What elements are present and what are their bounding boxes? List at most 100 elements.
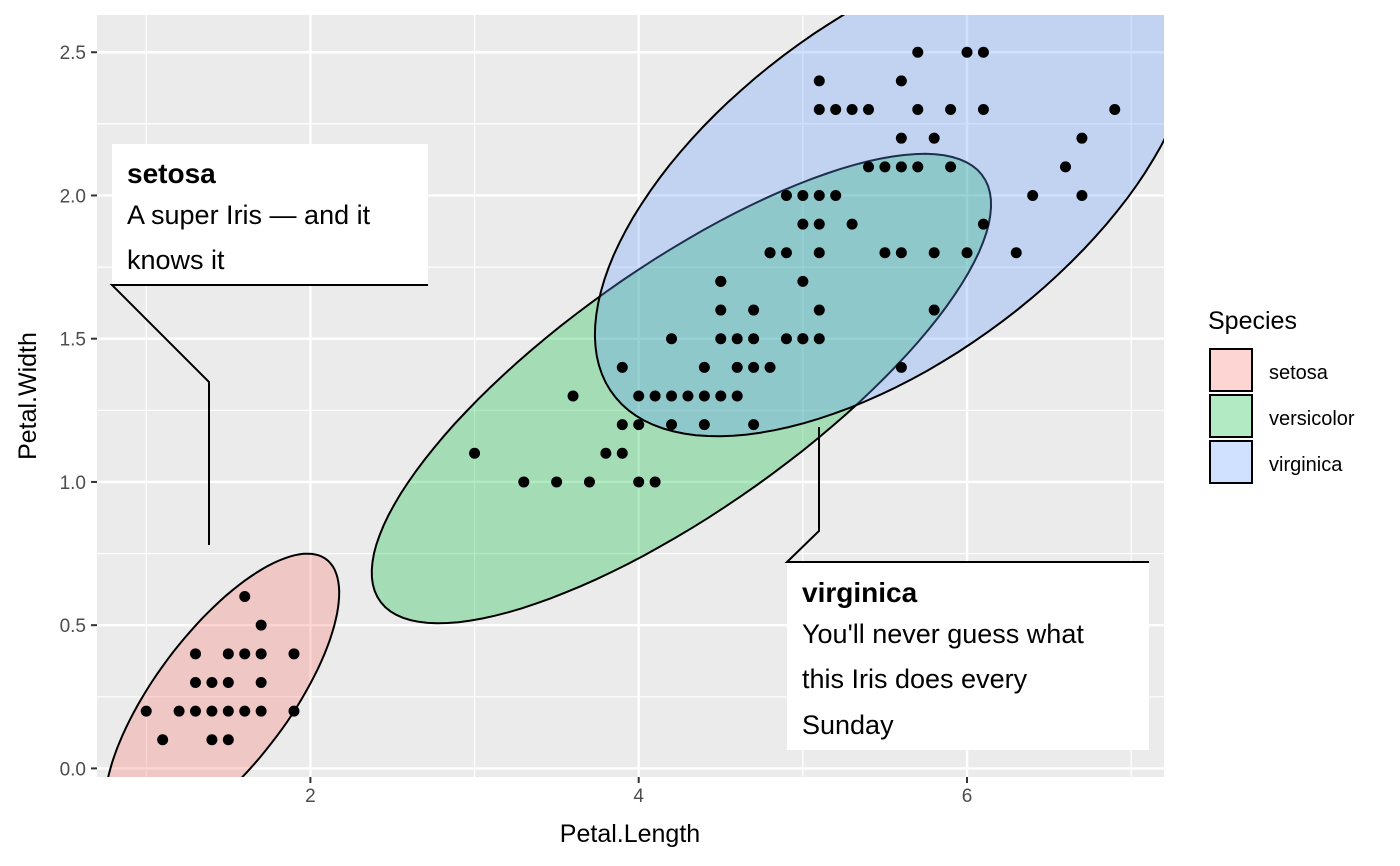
annotation-virginica-line-3: Sunday: [802, 710, 894, 740]
point-versicolor-25: [731, 390, 743, 402]
point-setosa-13: [239, 705, 251, 717]
point-virginica-30: [928, 247, 940, 259]
point-virginica-15: [846, 218, 858, 230]
point-versicolor-14: [666, 419, 678, 431]
point-versicolor-4: [583, 476, 595, 488]
data-points: [140, 46, 1121, 746]
x-tick-label-1: 4: [633, 786, 644, 807]
point-virginica-13: [830, 189, 842, 201]
point-versicolor-19: [698, 390, 710, 402]
point-setosa-17: [255, 676, 267, 688]
point-virginica-43: [1076, 132, 1088, 144]
ellipse-versicolor: [370, 152, 993, 625]
point-setosa-14: [239, 648, 251, 660]
point-virginica-33: [945, 104, 957, 116]
point-virginica-27: [912, 104, 924, 116]
point-virginica-29: [928, 304, 940, 316]
x-tick-label-0: 2: [305, 786, 316, 807]
point-virginica-12: [813, 75, 825, 87]
annotation-virginica-line-2: this Iris does every: [802, 664, 1028, 694]
y-axis: 0.0 0.5 1.0 1.5 2.0 2.5: [60, 43, 97, 780]
point-versicolor-37: [813, 304, 825, 316]
annotation-setosa-box: [112, 144, 428, 285]
point-virginica-32: [945, 161, 957, 173]
point-versicolor-17: [682, 390, 694, 402]
legend-label-versicolor: versicolor: [1269, 408, 1355, 430]
point-versicolor-36: [797, 275, 809, 287]
point-versicolor-10: [633, 419, 645, 431]
point-virginica-20: [879, 161, 891, 173]
ellipse-virginica: [593, 15, 1164, 438]
point-setosa-5: [189, 648, 201, 660]
legend-label-setosa: setosa: [1269, 362, 1329, 384]
point-versicolor-12: [649, 476, 661, 488]
point-virginica-19: [879, 247, 891, 259]
annotation-setosa: setosa A super Iris — and it knows it: [109, 144, 428, 545]
annotation-setosa-line-1: A super Iris — and it: [127, 200, 371, 230]
point-versicolor-22: [715, 333, 727, 345]
point-virginica-11: [813, 104, 825, 116]
point-virginica-35: [961, 46, 973, 58]
legend-key-versicolor: [1209, 394, 1253, 438]
point-virginica-7: [813, 333, 825, 345]
legend-entry-versicolor: versicolor: [1209, 394, 1355, 438]
annotation-setosa-title: setosa: [127, 158, 216, 189]
point-virginica-44: [1109, 104, 1121, 116]
point-setosa-9: [222, 734, 234, 746]
point-virginica-18: [863, 104, 875, 116]
point-setosa-6: [206, 734, 218, 746]
point-versicolor-9: [633, 476, 645, 488]
point-versicolor-11: [633, 390, 645, 402]
y-tick-label-4: 2.0: [60, 186, 86, 207]
point-virginica-1: [764, 247, 776, 259]
point-virginica-26: [912, 161, 924, 173]
legend-title: Species: [1208, 307, 1297, 335]
annotation-virginica-connector: [784, 427, 1149, 563]
point-virginica-39: [1010, 247, 1022, 259]
point-versicolor-7: [616, 419, 628, 431]
point-versicolor-27: [731, 333, 743, 345]
point-virginica-38: [977, 46, 989, 58]
point-setosa-8: [206, 676, 218, 688]
point-setosa-1: [157, 734, 169, 746]
annotation-virginica-line-1: You'll never guess what: [802, 619, 1084, 649]
point-versicolor-30: [748, 333, 760, 345]
legend: Species setosa versicolor virginica: [1208, 307, 1355, 484]
point-virginica-6: [797, 189, 809, 201]
point-virginica-37: [977, 104, 989, 116]
point-setosa-12: [222, 648, 234, 660]
point-virginica-21: [895, 361, 907, 373]
point-virginica-2: [780, 247, 792, 259]
point-setosa-15: [239, 591, 251, 603]
point-versicolor-5: [600, 447, 612, 459]
annotation-virginica-box: [787, 562, 1149, 750]
point-setosa-18: [255, 648, 267, 660]
point-virginica-41: [1060, 161, 1072, 173]
point-setosa-20: [288, 705, 300, 717]
point-virginica-34: [961, 247, 973, 259]
point-setosa-0: [140, 705, 152, 717]
point-setosa-2: [173, 705, 185, 717]
point-versicolor-23: [715, 304, 727, 316]
point-versicolor-0: [469, 447, 481, 459]
point-versicolor-2: [551, 476, 563, 488]
point-virginica-36: [977, 218, 989, 230]
point-setosa-10: [222, 705, 234, 717]
y-axis-title: Petal.Width: [14, 332, 42, 460]
point-versicolor-15: [666, 390, 678, 402]
point-versicolor-28: [748, 419, 760, 431]
legend-label-virginica: virginica: [1269, 454, 1343, 476]
point-virginica-25: [895, 75, 907, 87]
y-tick-label-1: 0.5: [60, 616, 86, 637]
point-versicolor-29: [748, 361, 760, 373]
point-virginica-3: [780, 189, 792, 201]
y-tick-label-2: 1.0: [60, 473, 86, 494]
point-setosa-3: [189, 705, 201, 717]
legend-entry-setosa: setosa: [1209, 348, 1329, 392]
ellipse-setosa: [107, 552, 341, 777]
x-axis-title: Petal.Length: [560, 820, 700, 848]
point-setosa-16: [255, 705, 267, 717]
point-virginica-42: [1076, 189, 1088, 201]
point-versicolor-20: [698, 361, 710, 373]
confidence-ellipses: [107, 15, 1164, 777]
